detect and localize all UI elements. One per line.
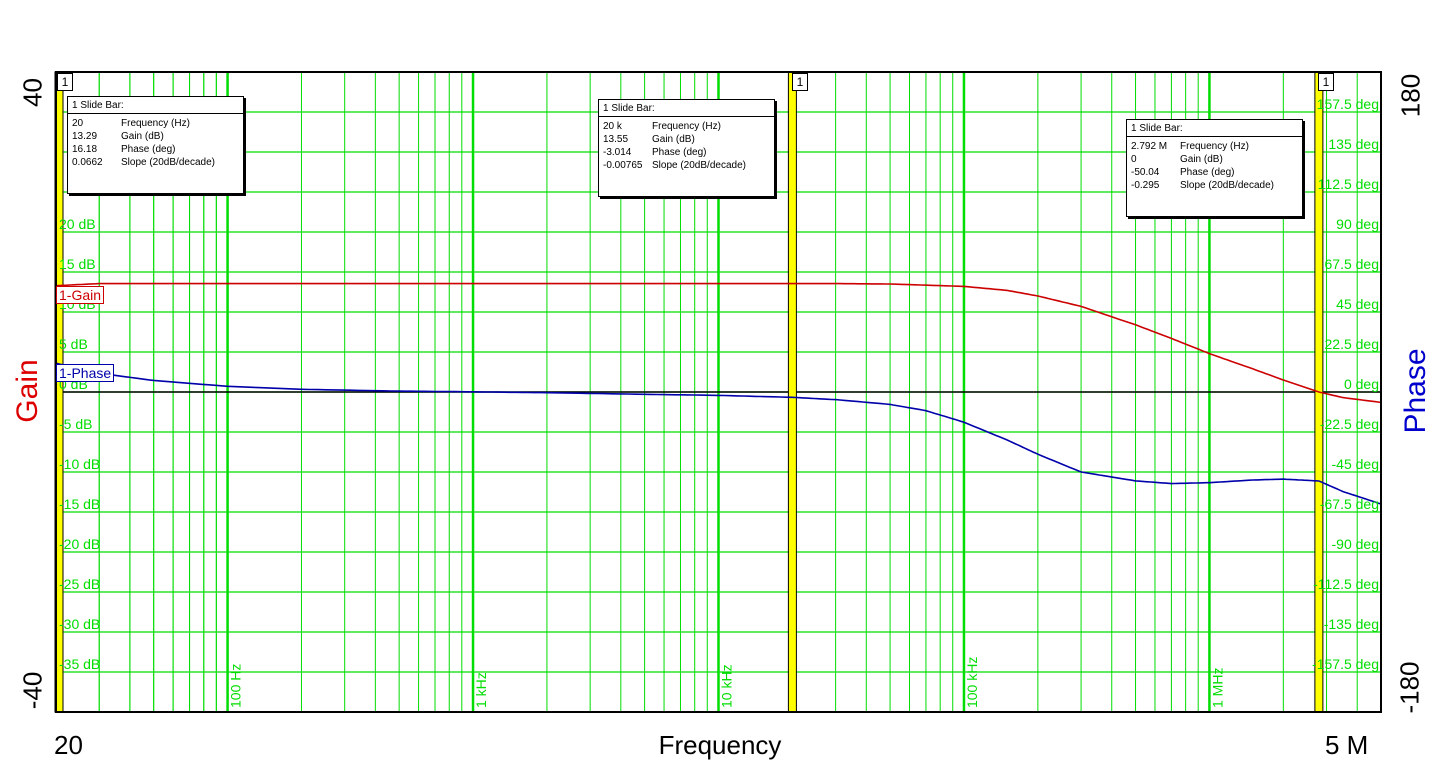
plot-border [55, 71, 1382, 713]
x-tick-label: 10 kHz [719, 664, 735, 708]
x-tick-label: 1 MHz [1209, 668, 1225, 708]
frequency-label: Frequency (Hz) [1180, 141, 1249, 152]
x-tick-label: 100 kHz [964, 657, 980, 708]
y-tick-label: 20 dB [59, 216, 96, 232]
phase-label: Phase (deg) [652, 147, 707, 158]
series-line-phase [55, 362, 1382, 505]
y-tick-label: -15 dB [59, 496, 100, 512]
slope-label: Slope (20dB/decade) [121, 157, 215, 168]
series-lines [55, 282, 1382, 505]
y-tick-label: -10 dB [59, 456, 100, 472]
x-tick-label: 1 kHz [473, 672, 489, 708]
y2-tick-label: 67.5 deg [1325, 256, 1380, 272]
y2-tick-label: 112.5 deg [1318, 176, 1379, 192]
y-axis-bottom-label: -40 [17, 671, 48, 710]
y2-axis-bottom-label: -180 [1394, 661, 1425, 714]
slope-label: Slope (20dB/decade) [1180, 180, 1274, 191]
gain-value: 0 [1131, 154, 1137, 165]
y2-tick-label: 45 deg [1336, 296, 1379, 312]
phase-value: 16.18 [72, 144, 98, 155]
gain-value: 13.29 [72, 131, 98, 142]
slide-bar-readout-2[interactable]: 1 Slide Bar: 20 k Frequency (Hz) 13.55 Gai… [598, 99, 775, 197]
y-axis-top-label: 40 [17, 78, 48, 107]
slide-bar-readout-3[interactable]: 1 Slide Bar: 2.792 M Frequency (Hz) 0 Gain… [1126, 119, 1303, 217]
slope-value: -0.00765 [603, 160, 643, 171]
frequency-value: 20 k [603, 121, 622, 132]
y-tick-label: 15 dB [59, 256, 96, 272]
y2-tick-label: 0 deg [1344, 376, 1379, 392]
gain-label: Gain (dB) [121, 131, 164, 142]
y2-tick-label: -135 deg [1324, 616, 1379, 632]
y2-tick-label: -157.5 deg [1312, 656, 1379, 672]
gain-value: 13.55 [603, 134, 629, 145]
y2-axis-top-label: 180 [1395, 73, 1426, 118]
legend-phase: 1-Phase [56, 364, 115, 382]
x-tick-label: 100 Hz [228, 664, 244, 708]
frequency-label: Frequency (Hz) [652, 121, 721, 132]
y2-tick-label: -45 deg [1332, 456, 1379, 472]
phase-value: -50.04 [1131, 167, 1160, 178]
marker-flag-2[interactable]: 1 [792, 73, 808, 91]
slope-label: Slope (20dB/decade) [652, 160, 746, 171]
y2-tick-label: -112.5 deg [1313, 576, 1379, 592]
series-line-gain [55, 282, 1382, 404]
y-tick-label: -20 dB [59, 536, 100, 552]
marker-flag-1[interactable]: 1 [57, 73, 73, 91]
y2-axis-title: Phase [1399, 348, 1432, 434]
y2-tick-label: 135 deg [1328, 136, 1379, 152]
y-tick-label: 5 dB [59, 336, 88, 352]
slope-value: -0.295 [1131, 180, 1160, 191]
y-tick-label: -35 dB [59, 656, 100, 672]
slope-value: 0.0662 [72, 157, 103, 168]
slide-bar-readout-1[interactable]: 1 Slide Bar: 20 Frequency (Hz) 13.29 Gain … [67, 96, 244, 194]
frequency-value: 2.792 M [1131, 141, 1168, 152]
marker-flag-3[interactable]: 1 [1318, 73, 1334, 91]
frequency-value: 20 [72, 118, 84, 129]
slide-bar-marker-2[interactable] [787, 71, 797, 713]
phase-label: Phase (deg) [121, 144, 176, 155]
phase-value: -3.014 [603, 147, 632, 158]
y-tick-label: -30 dB [59, 616, 100, 632]
y2-tick-label: -67.5 deg [1320, 496, 1379, 512]
x-axis-title: Frequency [658, 730, 782, 760]
gain-label: Gain (dB) [652, 134, 695, 145]
slide-bar-title: 1 Slide Bar: [68, 97, 243, 114]
slide-bar-title: 1 Slide Bar: [1127, 120, 1302, 137]
y-axis-title: Gain [11, 359, 44, 423]
x-axis-start-label: 20 [54, 730, 83, 760]
slide-bar-title: 1 Slide Bar: [599, 100, 774, 117]
y2-tick-label: 22.5 deg [1325, 336, 1380, 352]
y2-tick-label: 90 deg [1336, 216, 1379, 232]
y2-tick-label: -22.5 deg [1320, 416, 1379, 432]
y2-tick-label: -90 deg [1332, 536, 1379, 552]
y2-tick-label: 157.5 deg [1317, 96, 1379, 112]
legend-gain: 1-Gain [56, 286, 105, 304]
gain-label: Gain (dB) [1180, 154, 1223, 165]
frequency-label: Frequency (Hz) [121, 118, 190, 129]
y-tick-label: -25 dB [59, 576, 100, 592]
y-tick-label: -5 dB [59, 416, 92, 432]
x-axis-end-label: 5 M [1325, 730, 1369, 760]
phase-label: Phase (deg) [1180, 167, 1235, 178]
